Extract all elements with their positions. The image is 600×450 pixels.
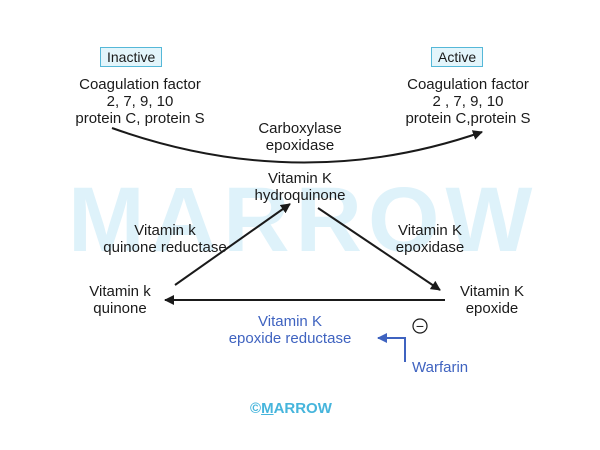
active-line2: 2 , 7, 9, 10 xyxy=(432,93,504,110)
carboxylase-line1: Carboxylase xyxy=(258,120,342,137)
epoxide-reductase-label: Vitamin K epoxide reductase xyxy=(210,313,370,347)
quinone-to-hydroquinone-arrow xyxy=(174,203,291,286)
copyright-symbol: © xyxy=(250,400,262,417)
quinone-reductase-line1: Vitamin k xyxy=(134,222,196,239)
watermark: MARROW xyxy=(68,169,539,271)
inactive-tag: Inactive xyxy=(100,47,163,67)
inactive-line1: Coagulation factor xyxy=(79,76,201,93)
hydroquinone-to-epoxide-arrow xyxy=(317,207,441,291)
active-factors: Coagulation factor 2 , 7, 9, 10 protein … xyxy=(378,76,558,127)
active-line1: Coagulation factor xyxy=(407,76,529,93)
hydroquinone-line1: Vitamin K xyxy=(268,170,332,187)
warfarin-label: Warfarin xyxy=(412,359,469,376)
hydroquinone-line2: hydroquinone xyxy=(254,187,346,204)
epoxide-line1: Vitamin K xyxy=(460,283,524,300)
quinone-node: Vitamin k quinone xyxy=(60,283,180,317)
quinone-reductase-line2: quinone reductase xyxy=(103,239,227,256)
epoxide-node: Vitamin K epoxide xyxy=(432,283,552,317)
copyright: ©MARROW xyxy=(250,400,332,417)
epoxidase-label: Vitamin K epoxidase xyxy=(370,222,490,256)
warfarin-inhibition-arrow xyxy=(377,333,406,362)
epoxide-reductase-line2: epoxide reductase xyxy=(228,330,352,347)
carboxylase-label: Carboxylase epoxidase xyxy=(220,120,380,154)
inactive-factors: Coagulation factor 2, 7, 9, 10 protein C… xyxy=(50,76,230,127)
carboxylase-line2: epoxidase xyxy=(265,137,335,154)
copyright-brand: ARROW xyxy=(273,400,332,417)
epoxidase-line2: epoxidase xyxy=(395,239,465,256)
hydroquinone-node: Vitamin K hydroquinone xyxy=(220,170,380,204)
copyright-letter: M xyxy=(261,400,274,417)
epoxidase-line1: Vitamin K xyxy=(398,222,462,239)
active-line3: protein C,protein S xyxy=(405,110,531,127)
inactive-line2: 2, 7, 9, 10 xyxy=(106,93,174,110)
quinone-reductase-label: Vitamin k quinone reductase xyxy=(85,222,245,256)
epoxide-line2: epoxide xyxy=(465,300,519,317)
quinone-line2: quinone xyxy=(93,300,147,317)
inhibition-symbol: − xyxy=(415,318,425,334)
epoxide-reductase-line1: Vitamin K xyxy=(258,313,322,330)
quinone-line1: Vitamin k xyxy=(89,283,151,300)
active-tag: Active xyxy=(431,47,484,67)
carboxylation-arrow xyxy=(111,127,483,164)
inhibition-circle xyxy=(412,318,428,334)
inactive-line3: protein C, protein S xyxy=(75,110,205,127)
